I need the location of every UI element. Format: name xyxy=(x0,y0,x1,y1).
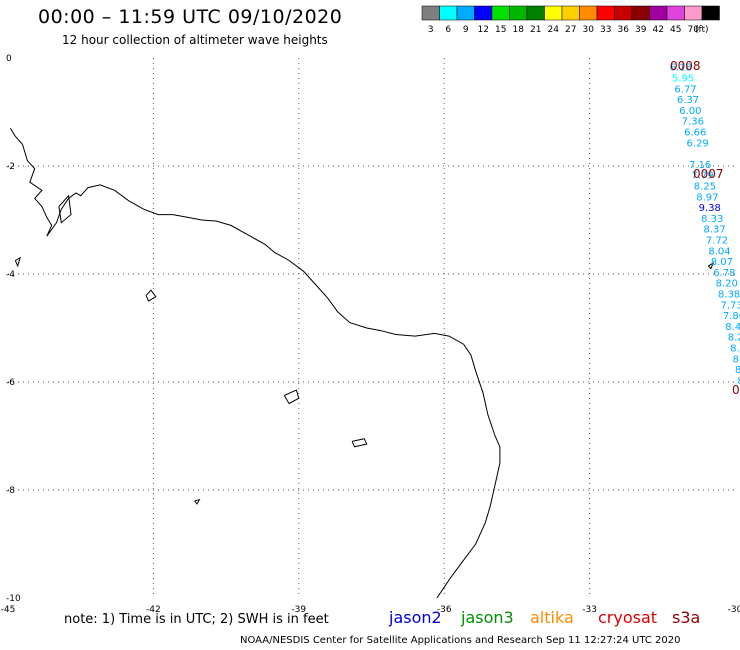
island-outline xyxy=(14,256,21,268)
swh-observation: 6.77 xyxy=(674,84,696,95)
island-outline xyxy=(194,498,201,505)
swh-observation: 6.66 xyxy=(684,128,706,139)
map-subtitle: 12 hour collection of altimeter wave hei… xyxy=(62,33,328,47)
y-tick-label: -2 xyxy=(6,162,15,172)
satellite-cryosat: cryosat xyxy=(598,608,658,627)
swh-observation: 8.42 xyxy=(725,322,740,333)
x-tick-label: -30 xyxy=(728,605,740,615)
legend-label: 70 xyxy=(688,25,700,35)
swh-observation: 6.00 xyxy=(679,106,701,117)
swh-observation: 6.37 xyxy=(677,95,699,106)
swh-observation: 8.28 xyxy=(735,365,740,376)
swh-observation: 8.07 xyxy=(711,257,733,268)
y-tick-label: -6 xyxy=(6,378,15,388)
swh-observation: 7.36 xyxy=(682,117,704,128)
legend-label: 21 xyxy=(530,25,541,35)
x-tick-label: -45 xyxy=(1,605,16,615)
swh-observation: 7.73 xyxy=(720,300,740,311)
legend-label: 6 xyxy=(445,25,451,35)
legend-label: 33 xyxy=(600,25,611,35)
track-time-label: 0007 xyxy=(693,167,724,181)
legend-label: 9 xyxy=(463,25,469,35)
map-title: 00:00 – 11:59 UTC 09/10/2020 xyxy=(38,6,343,28)
legend-label: 27 xyxy=(565,25,576,35)
legend-label: 18 xyxy=(513,25,525,35)
swh-observation: 8.24 xyxy=(728,333,740,344)
x-tick-label: -33 xyxy=(582,605,597,615)
satellite-s3a: s3a xyxy=(672,608,701,627)
swh-observation: 9.38 xyxy=(699,203,721,214)
swh-observation: 8.38 xyxy=(718,290,740,301)
swh-observation: 7.16 xyxy=(689,160,711,171)
satellite-jason3: jason3 xyxy=(461,608,514,627)
legend-label: 42 xyxy=(653,25,664,35)
legend-label: 24 xyxy=(548,25,560,35)
swh-observation: 7.79 xyxy=(691,171,713,182)
track-time-label: 0 xyxy=(732,383,740,397)
y-tick-label: -4 xyxy=(6,270,15,280)
swh-observation: 8.97 xyxy=(696,192,718,203)
track-time-label: 0008 xyxy=(670,59,701,73)
legend-label: 36 xyxy=(618,25,630,35)
swh-observation: 8.33 xyxy=(701,214,723,225)
legend-label: 15 xyxy=(495,25,506,35)
y-tick-label: -10 xyxy=(6,594,21,604)
island-outline xyxy=(351,438,368,448)
swh-observation: 8.42 xyxy=(737,376,740,387)
legend-unit: (ft) xyxy=(695,25,709,35)
coastline xyxy=(9,127,501,599)
island-outline xyxy=(283,389,300,405)
legend-label: 45 xyxy=(670,25,681,35)
color-legend: 3 6 9 12 15 18 21 24 27 30 33 36 39 42 45 70(ft) xyxy=(421,5,720,35)
footer-credit: NOAA/NESDIS Center for Satellite Applica… xyxy=(240,635,681,646)
swh-observation: 6.18 xyxy=(670,63,692,74)
swh-observation: 8.42 xyxy=(733,354,740,365)
legend-label: 39 xyxy=(635,25,647,35)
satellite-jason2: jason2 xyxy=(389,608,442,627)
swh-observation: 7.72 xyxy=(706,236,728,247)
island-outline xyxy=(58,194,72,224)
x-tick-label: -42 xyxy=(146,605,161,615)
island-outline xyxy=(145,289,157,302)
legend-label: 12 xyxy=(478,25,489,35)
swh-observation: 5.95 xyxy=(672,74,694,85)
swh-observation: 8.06 xyxy=(730,344,740,355)
y-tick-label: 0 xyxy=(6,54,12,64)
swh-observation: 6.78 xyxy=(713,268,735,279)
x-tick-label: -39 xyxy=(291,605,306,615)
swh-observation: 8.20 xyxy=(716,279,738,290)
swh-observation: 6.29 xyxy=(687,138,709,149)
note-text: note: 1) Time is in UTC; 2) SWH is in fe… xyxy=(64,612,329,627)
legend-label: 30 xyxy=(583,25,595,35)
island-outline xyxy=(707,262,715,270)
satellite-altika: altika xyxy=(530,608,574,627)
legend-swatch xyxy=(701,5,720,21)
swh-observation: 8.25 xyxy=(694,182,716,193)
swh-observation: 8.04 xyxy=(708,246,730,257)
x-tick-label: -36 xyxy=(437,605,452,615)
legend-label: 3 xyxy=(428,25,434,35)
swh-observation: 8.37 xyxy=(703,225,725,236)
y-tick-label: -8 xyxy=(6,486,15,496)
swh-observation: 7.86 xyxy=(723,311,740,322)
